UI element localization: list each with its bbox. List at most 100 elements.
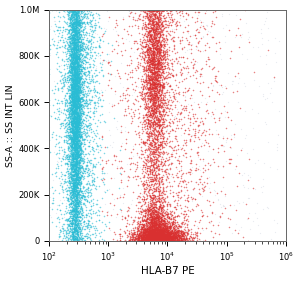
Point	[155, 178, 160, 182]
Point	[152, 168, 157, 172]
Point	[146, 50, 151, 55]
Point	[244, 57, 249, 61]
Point	[155, 225, 160, 230]
Point	[160, 92, 165, 97]
Point	[68, 136, 73, 140]
Point	[154, 238, 158, 242]
Point	[89, 40, 94, 45]
Point	[70, 122, 75, 127]
Point	[75, 57, 80, 62]
Point	[152, 90, 157, 94]
Point	[79, 107, 84, 111]
Point	[64, 168, 69, 173]
Point	[167, 239, 172, 243]
Point	[147, 9, 152, 13]
Point	[70, 184, 75, 188]
Point	[76, 166, 81, 170]
Point	[153, 232, 158, 237]
Point	[72, 83, 77, 87]
Point	[71, 116, 76, 120]
Point	[144, 208, 149, 213]
Point	[156, 216, 161, 221]
Point	[173, 230, 178, 234]
Point	[69, 118, 74, 123]
Point	[160, 143, 164, 147]
Point	[152, 202, 157, 207]
Point	[139, 156, 143, 160]
Point	[156, 68, 161, 72]
Point	[146, 235, 151, 240]
Point	[217, 135, 221, 139]
Point	[156, 8, 161, 12]
Point	[62, 29, 67, 34]
Point	[195, 10, 200, 14]
Point	[151, 228, 155, 233]
Point	[152, 94, 157, 99]
Point	[73, 226, 77, 230]
Point	[150, 234, 154, 239]
Point	[256, 158, 260, 162]
Point	[75, 150, 80, 155]
Point	[62, 236, 67, 241]
Point	[143, 50, 148, 54]
Point	[71, 226, 76, 230]
Point	[51, 36, 56, 40]
Point	[84, 173, 89, 178]
Point	[72, 180, 76, 185]
Point	[201, 34, 206, 38]
Point	[154, 25, 159, 30]
Point	[159, 213, 164, 217]
Point	[147, 224, 152, 229]
Point	[75, 89, 80, 94]
Point	[75, 212, 80, 216]
Point	[70, 176, 75, 180]
Point	[75, 44, 80, 49]
Point	[204, 181, 209, 186]
Point	[72, 108, 77, 113]
Point	[70, 46, 75, 50]
Point	[70, 135, 75, 140]
Point	[70, 140, 75, 145]
Point	[156, 150, 161, 155]
Point	[146, 113, 151, 118]
Point	[163, 63, 167, 68]
Point	[146, 65, 151, 70]
Point	[151, 233, 155, 238]
Point	[153, 219, 158, 223]
Point	[214, 78, 218, 83]
Point	[140, 25, 145, 30]
Point	[70, 104, 74, 109]
Point	[82, 127, 86, 132]
Point	[155, 237, 160, 242]
Point	[158, 175, 163, 179]
Point	[137, 165, 142, 169]
Point	[70, 141, 74, 146]
Point	[66, 173, 71, 178]
Point	[134, 98, 139, 102]
Point	[163, 98, 167, 102]
Point	[76, 136, 81, 141]
Point	[156, 230, 161, 235]
Point	[139, 239, 143, 243]
Point	[67, 45, 72, 50]
Point	[66, 47, 70, 51]
Point	[152, 69, 157, 73]
Point	[160, 63, 165, 68]
Point	[139, 238, 144, 243]
Point	[155, 58, 160, 63]
Point	[151, 232, 155, 237]
Point	[156, 179, 161, 183]
Point	[152, 136, 157, 141]
Point	[145, 110, 150, 114]
Point	[153, 92, 158, 97]
Point	[70, 106, 74, 111]
Point	[63, 117, 68, 122]
Point	[154, 94, 159, 99]
Point	[164, 232, 169, 236]
Point	[70, 155, 74, 160]
Point	[167, 225, 171, 229]
Point	[146, 39, 150, 43]
Point	[153, 25, 158, 30]
Point	[156, 105, 161, 109]
Point	[76, 48, 81, 52]
